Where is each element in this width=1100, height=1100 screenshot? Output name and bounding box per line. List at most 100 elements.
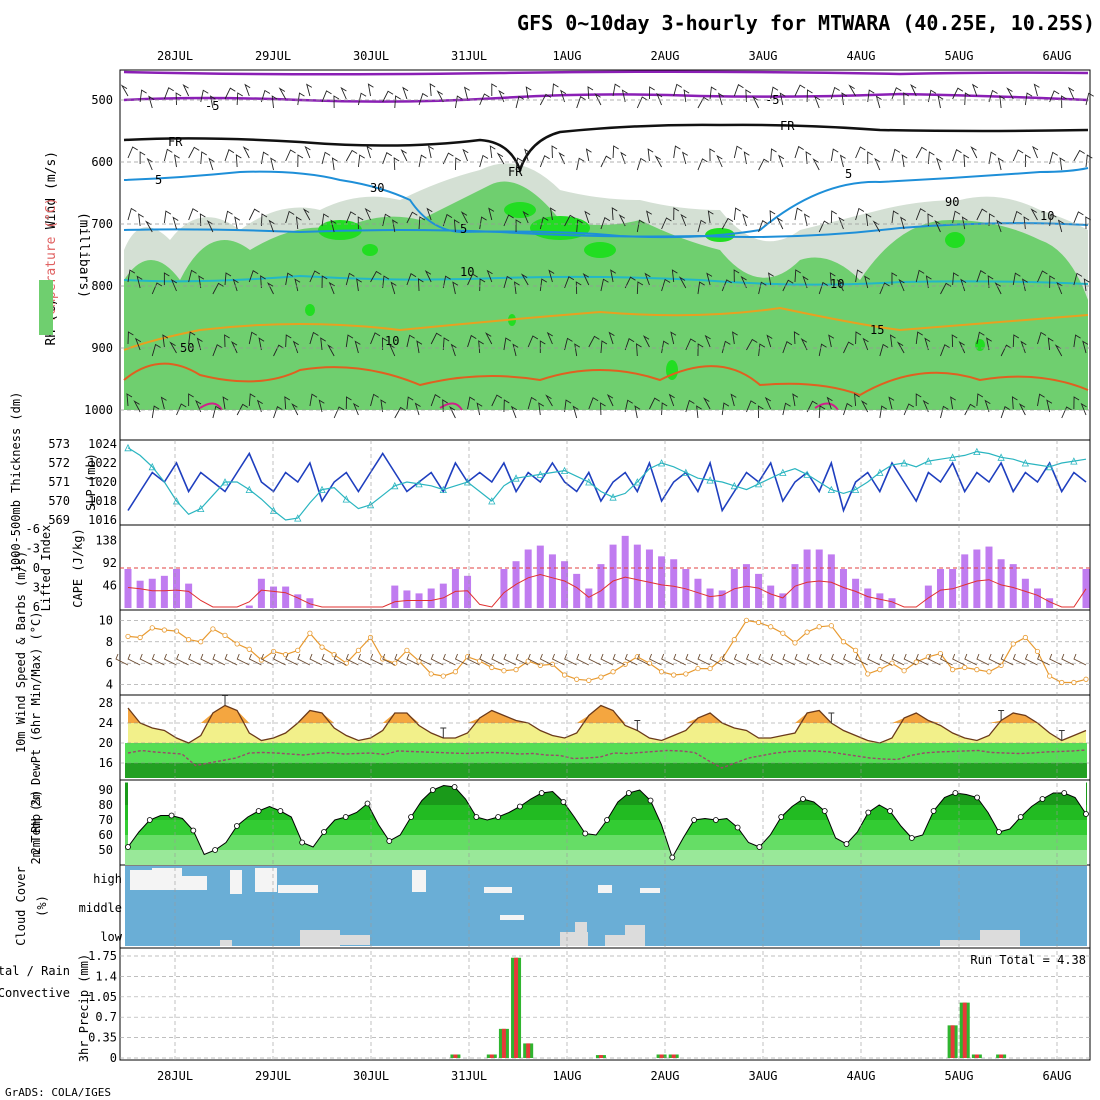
wind-speed-point bbox=[707, 665, 713, 672]
wind-barb bbox=[545, 394, 553, 407]
wind-barb bbox=[661, 278, 671, 292]
wind-barb bbox=[382, 90, 394, 103]
wind-barb bbox=[671, 269, 678, 283]
wind-barb bbox=[925, 275, 932, 289]
wind-barb bbox=[792, 393, 799, 407]
wind-barb bbox=[1033, 83, 1040, 97]
wind-barb-10m bbox=[1000, 653, 1014, 666]
li-tick: -3 bbox=[26, 542, 40, 556]
wind-barb-10m bbox=[551, 653, 565, 666]
thickness-marker bbox=[682, 468, 690, 476]
wind-barb bbox=[682, 151, 688, 165]
rh-point bbox=[408, 814, 414, 820]
rh-point bbox=[299, 839, 306, 846]
wind-speed-point bbox=[1071, 679, 1077, 686]
cloud-level-label: high bbox=[93, 872, 122, 886]
wind-barb bbox=[333, 406, 345, 419]
wind-barb bbox=[910, 83, 917, 97]
rh-point bbox=[669, 854, 676, 861]
rh-ylabel: 2m RH (%) bbox=[29, 789, 43, 854]
wind-barb bbox=[1037, 270, 1048, 283]
wind-speed-point bbox=[404, 647, 410, 653]
wind-barb bbox=[611, 207, 618, 221]
wind-barb bbox=[610, 269, 616, 283]
wind-speed-point bbox=[246, 646, 252, 652]
wind-barb bbox=[498, 89, 505, 103]
wind-barb bbox=[318, 399, 325, 413]
wind-barb bbox=[818, 220, 830, 233]
wind-barb-10m bbox=[188, 653, 201, 666]
wind-barb bbox=[608, 331, 615, 345]
wind-barb bbox=[260, 89, 271, 103]
wind-barb bbox=[442, 399, 448, 413]
wind-barb bbox=[733, 84, 744, 97]
wind-speed-point bbox=[598, 674, 604, 680]
wind-barb bbox=[321, 90, 332, 103]
wind-barb bbox=[527, 335, 539, 348]
wind-speed-point bbox=[610, 669, 616, 675]
wind-barb bbox=[937, 95, 944, 109]
wind-barb bbox=[1049, 275, 1056, 289]
thickness-tick: 570 bbox=[48, 494, 70, 508]
wind-barb-10m bbox=[794, 653, 808, 666]
wind-barb bbox=[661, 402, 668, 416]
wind-barb bbox=[525, 86, 532, 100]
wind-barb bbox=[491, 394, 503, 407]
wind-barb bbox=[548, 269, 555, 283]
thickness-marker bbox=[1021, 459, 1030, 467]
date-label-top: 6AUG bbox=[1043, 49, 1072, 63]
wind-barb bbox=[721, 402, 730, 416]
wind-barb bbox=[503, 275, 513, 289]
wind-speed-point bbox=[319, 644, 325, 650]
wind-barb bbox=[442, 337, 450, 351]
wind-barb-10m bbox=[248, 653, 262, 666]
wind-barb bbox=[879, 282, 890, 295]
wind-barb bbox=[987, 275, 994, 289]
rh-point bbox=[255, 808, 262, 814]
wind-barb bbox=[188, 393, 194, 406]
wind-barb bbox=[952, 87, 964, 100]
wind-barb bbox=[673, 145, 681, 159]
wind-speed-point bbox=[877, 667, 883, 673]
pressure-tick: 700 bbox=[91, 217, 113, 231]
wind-barb-10m bbox=[782, 653, 796, 666]
wind-speed-point bbox=[828, 623, 834, 629]
wind-barb bbox=[717, 92, 724, 106]
rh-dark-area bbox=[584, 242, 616, 258]
wind-barb-10m bbox=[127, 653, 141, 666]
cape-bar bbox=[633, 544, 641, 608]
wind-barb bbox=[382, 275, 390, 289]
wind-barb bbox=[612, 145, 619, 159]
wind-barb bbox=[564, 276, 575, 289]
date-label-bottom: 4AUG bbox=[847, 1069, 876, 1083]
wind-barb bbox=[430, 332, 442, 345]
wind-barb bbox=[345, 396, 352, 410]
cape-bar bbox=[694, 578, 702, 608]
wind-barb bbox=[697, 96, 709, 109]
wind-barb-10m bbox=[879, 653, 893, 666]
rh-point bbox=[168, 812, 175, 819]
rh-point bbox=[473, 814, 480, 820]
wind-barb bbox=[778, 154, 785, 168]
wind-barb-10m bbox=[976, 653, 990, 666]
wind-barb bbox=[1085, 92, 1094, 106]
wind-speed-point bbox=[840, 639, 847, 645]
wind-barb bbox=[733, 207, 741, 221]
wind-barb-10m bbox=[527, 653, 541, 666]
cape-bar bbox=[270, 586, 278, 608]
wind-barb bbox=[889, 334, 896, 348]
wind-barb-10m bbox=[442, 653, 456, 666]
max-temp-marker bbox=[222, 695, 229, 706]
precip-ylabel: 3hr Precip (mm) bbox=[77, 954, 91, 1062]
wind-barb bbox=[1000, 406, 1011, 419]
wind-barb bbox=[328, 281, 335, 295]
wind-barb bbox=[812, 158, 820, 171]
wind-barb bbox=[503, 399, 510, 413]
wind-barb bbox=[997, 157, 1004, 171]
wind-speed-point bbox=[792, 640, 798, 646]
wind-barb-10m bbox=[1049, 653, 1062, 666]
wind-barb bbox=[224, 149, 235, 162]
wind-barb-10m bbox=[1073, 653, 1087, 666]
wind-barb-10m bbox=[333, 653, 347, 666]
wind-speed-point bbox=[731, 637, 737, 643]
